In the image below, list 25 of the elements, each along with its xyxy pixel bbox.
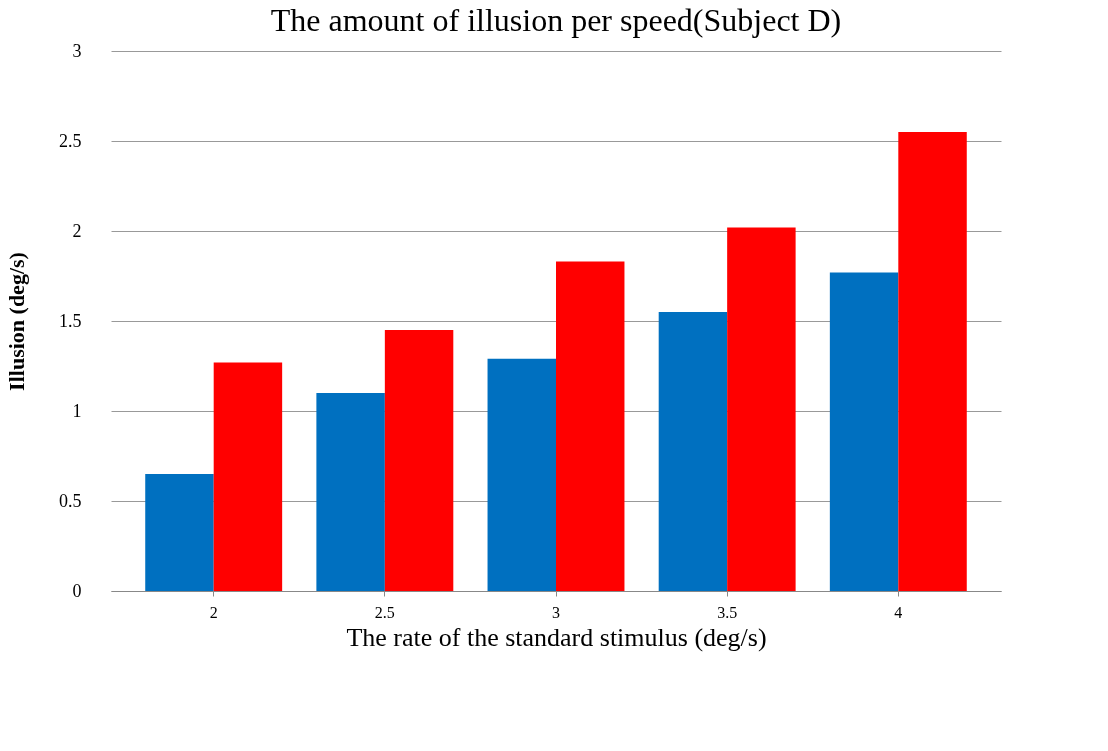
chart-title: The amount of illusion per speed(Subject D) <box>270 2 842 38</box>
bar <box>316 393 385 591</box>
y-tick-label: 1 <box>72 400 82 421</box>
y-tick-label: 2 <box>72 220 82 241</box>
y-tick-label: 0.5 <box>59 490 82 511</box>
y-axis-title: Illusion (deg/s) <box>4 252 29 391</box>
bar <box>829 272 899 591</box>
x-tick-label: 2.5 <box>374 603 395 621</box>
y-tick-label: 3 <box>72 40 82 61</box>
bar <box>384 330 454 591</box>
bar <box>487 358 556 591</box>
y-tick-label: 0 <box>72 580 82 601</box>
bar <box>556 261 625 591</box>
bar <box>145 474 214 591</box>
x-axis-title: The rate of the standard stimulus (deg/s) <box>346 622 767 652</box>
bar <box>658 312 728 591</box>
y-tick-label: 1.5 <box>59 310 82 331</box>
x-tick-label: 4 <box>894 603 903 621</box>
x-tick-label: 3 <box>552 603 560 621</box>
x-tick-label: 3.5 <box>717 603 738 621</box>
bar <box>213 362 283 591</box>
x-tick-label: 2 <box>209 603 218 621</box>
bar <box>898 132 967 591</box>
bar <box>727 227 796 591</box>
y-tick-label: 2.5 <box>59 130 82 151</box>
